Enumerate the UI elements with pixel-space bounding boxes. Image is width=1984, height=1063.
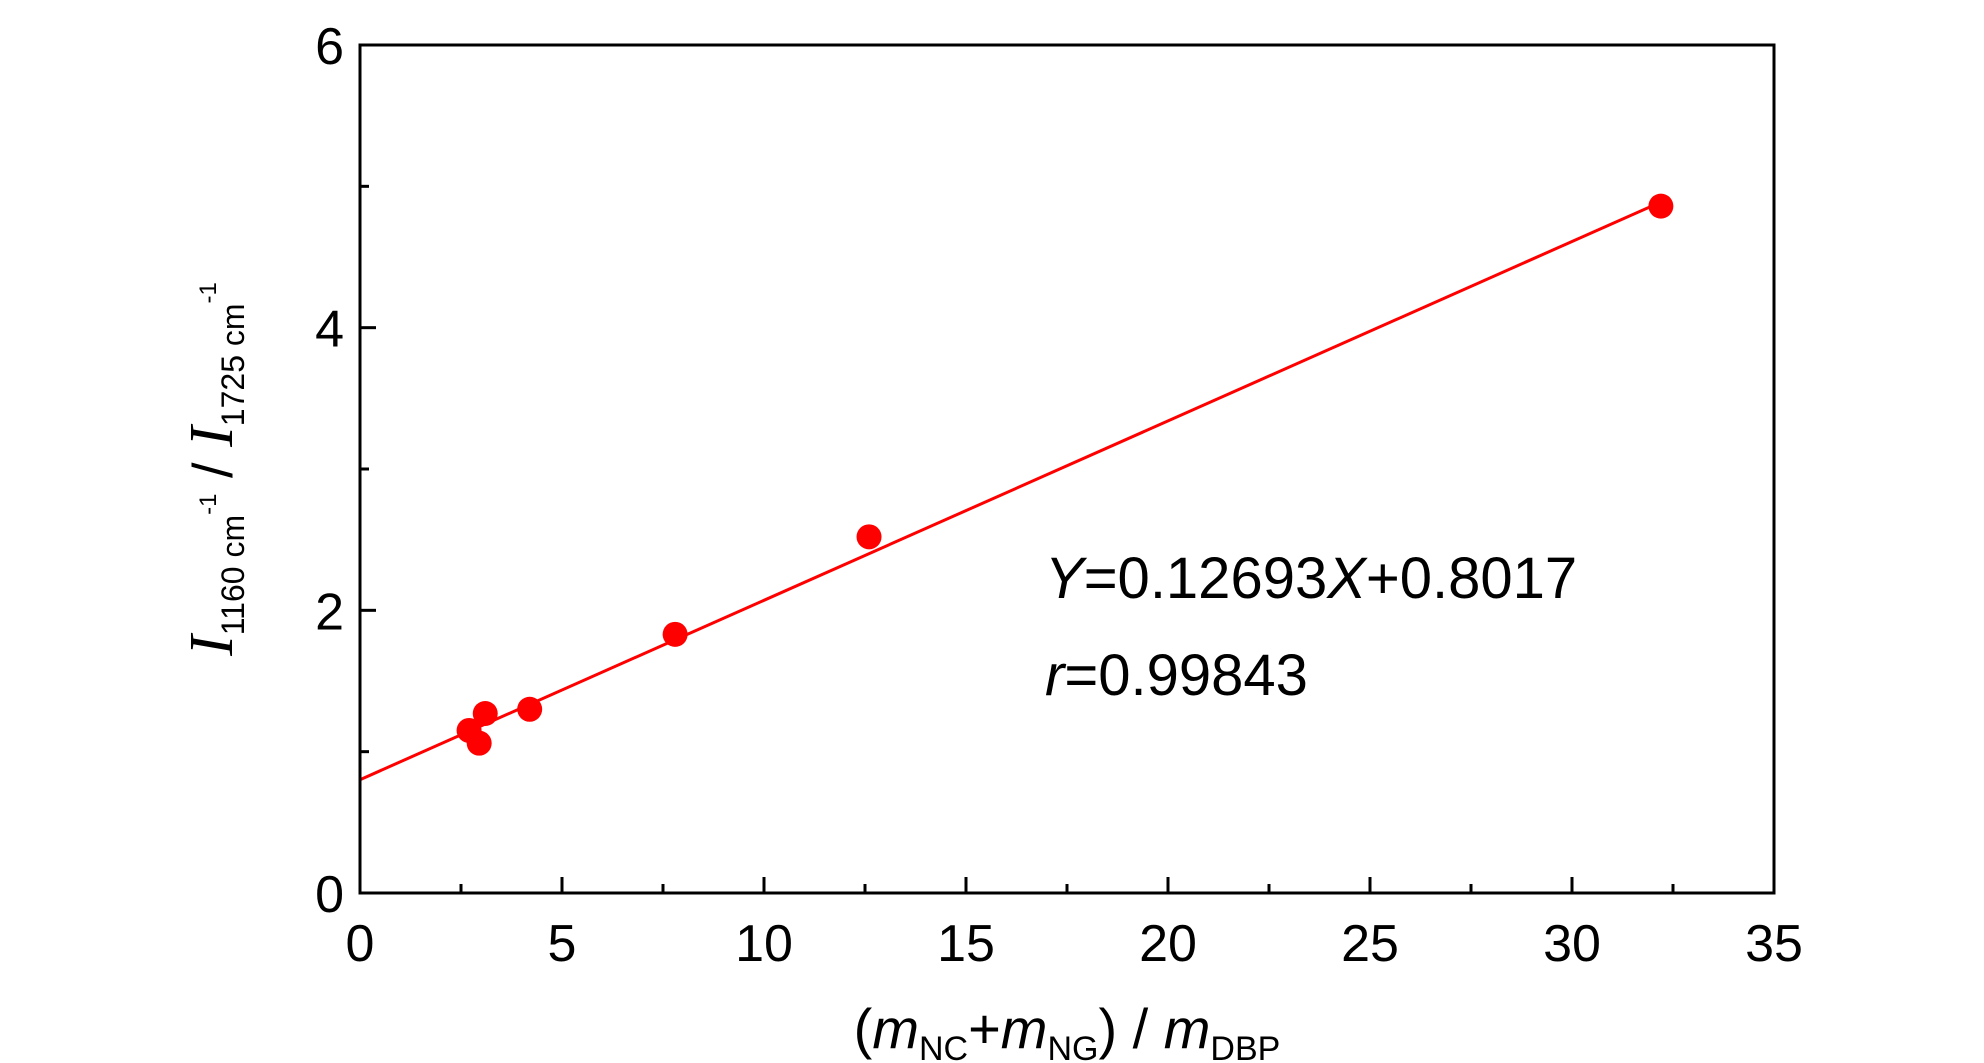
y-label-i2: I: [178, 423, 246, 448]
y-tick-label: 6: [315, 18, 344, 76]
x-tick-label: 10: [735, 915, 793, 973]
data-point: [466, 730, 492, 756]
x-label-sub2: NG: [1047, 1030, 1098, 1063]
x-tick-label: 0: [346, 915, 375, 973]
y-label-i1: I: [178, 632, 246, 657]
x-label-sub1: NC: [919, 1030, 968, 1063]
x-tick-label: 15: [937, 915, 995, 973]
x-tick-label: 25: [1341, 915, 1399, 973]
y-label-sup2: -1: [195, 282, 222, 303]
correlation-value: =0.99843: [1064, 643, 1308, 708]
equation-slope: =0.12693: [1084, 546, 1328, 611]
data-point: [1648, 193, 1674, 219]
x-tick-label: 20: [1139, 915, 1197, 973]
data-point: [856, 524, 882, 550]
data-point: [662, 621, 688, 647]
plot-frame: [358, 43, 1776, 895]
x-label-m1: m: [872, 997, 919, 1060]
x-label-sep: ) /: [1098, 997, 1163, 1060]
x-label-plus: +: [968, 997, 1001, 1060]
y-label-sub1: 1160 cm: [215, 515, 251, 635]
y-label-sep: /: [181, 447, 244, 494]
y-label-sup1: -1: [195, 494, 222, 515]
data-point: [472, 701, 498, 727]
data-point: [517, 696, 543, 722]
correlation-annotation: r=0.99843: [1045, 643, 1308, 708]
equation-annotation: Y=0.12693X+0.8017: [1045, 546, 1577, 611]
y-tick-label: 4: [315, 301, 344, 359]
y-label-sub2: 1725 cm: [215, 303, 251, 426]
x-tick-label: 5: [548, 915, 577, 973]
fit-line: [359, 200, 1662, 782]
x-label-m2: m: [1001, 997, 1048, 1060]
y-tick-label: 2: [315, 583, 344, 641]
y-axis-label: I1160 cm-1 / I1725 cm-1: [178, 282, 251, 657]
equation-x-var: X: [1325, 546, 1368, 611]
axis-ticks: [358, 43, 1776, 895]
equation-intercept: +0.8017: [1366, 546, 1577, 611]
x-axis-label: (mNC+mNG) / mDBP: [854, 997, 1281, 1063]
x-label-m3: m: [1164, 997, 1211, 1060]
data-points: [456, 193, 1674, 756]
tick-labels: 0 5 10 15 20 25 30 35 0 2 4 6: [315, 18, 1803, 973]
x-label-sub3: DBP: [1210, 1030, 1280, 1063]
correlation-r-var: r: [1045, 643, 1067, 708]
y-tick-label: 0: [315, 866, 344, 924]
equation-y-var: Y: [1045, 546, 1088, 611]
x-tick-label: 30: [1543, 915, 1601, 973]
x-label-open: (: [854, 997, 873, 1060]
x-tick-label: 35: [1745, 915, 1803, 973]
